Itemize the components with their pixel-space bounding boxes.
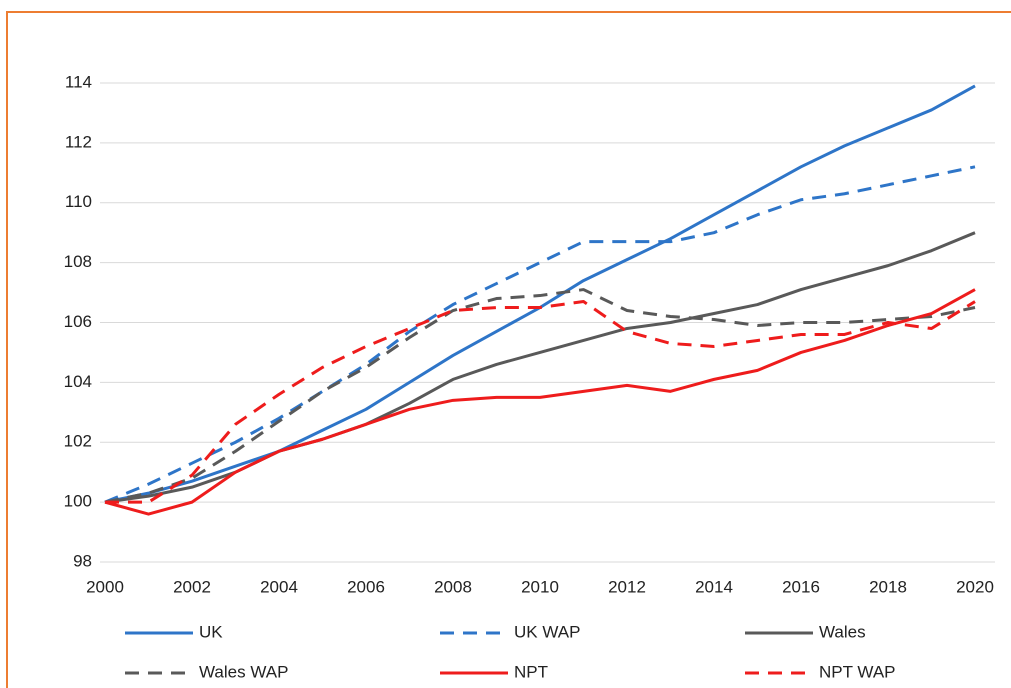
y-tick-label: 102 (64, 432, 92, 451)
frame (6, 11, 1011, 688)
y-tick-label: 114 (65, 72, 92, 91)
x-tick-label: 2020 (956, 577, 994, 596)
legend-label: UK WAP (514, 622, 580, 641)
x-tick-label: 2008 (434, 577, 472, 596)
x-tick-label: 2006 (347, 577, 385, 596)
x-tick-label: 2004 (260, 577, 298, 596)
x-tick-label: 2002 (173, 577, 211, 596)
y-tick-label: 108 (64, 252, 92, 271)
line-series (104, 231, 976, 504)
x-tick-label: 2000 (86, 577, 124, 596)
y-tick-label: 98 (73, 551, 92, 570)
line-series (105, 300, 976, 504)
y-tick-label: 100 (64, 492, 92, 511)
legend-label: Wales (819, 622, 866, 641)
x-tick-label: 2010 (521, 577, 559, 596)
x-tick-label: 2018 (869, 577, 907, 596)
line-series (104, 288, 976, 516)
y-tick-label: 104 (64, 372, 92, 391)
x-tick-label: 2012 (608, 577, 646, 596)
y-tick-label: 106 (64, 312, 92, 331)
legend-label: NPT (514, 662, 548, 681)
y-tick-label: 110 (65, 192, 92, 211)
x-tick-label: 2014 (695, 577, 733, 596)
legend-label: NPT WAP (819, 662, 896, 681)
line-series (104, 288, 976, 504)
x-tick-label: 2016 (782, 577, 820, 596)
legend-label: Wales WAP (199, 662, 288, 681)
y-tick-label: 112 (65, 132, 92, 151)
legend-label: UK (199, 622, 223, 641)
